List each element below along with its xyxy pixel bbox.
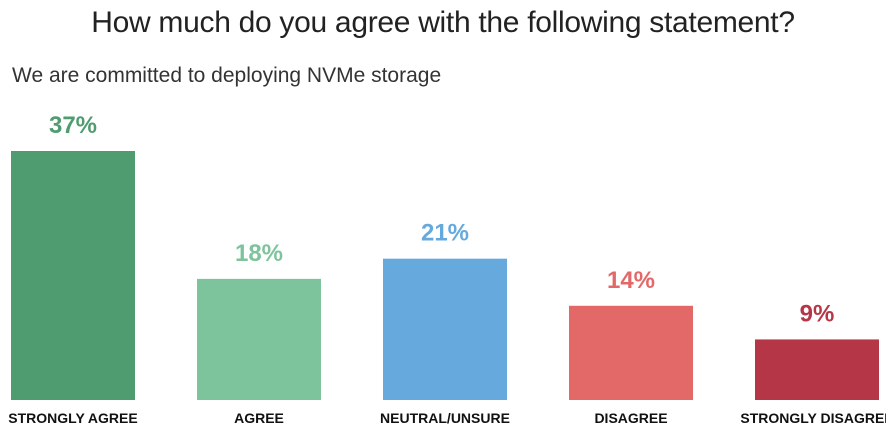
bar-strongly-agree — [11, 151, 135, 400]
bar-agree — [197, 278, 321, 400]
bar-disagree — [569, 305, 693, 400]
value-label-disagree: 14% — [607, 267, 655, 294]
category-label-agree: AGREE — [234, 410, 284, 426]
chart-title: How much do you agree with the following… — [91, 6, 795, 39]
category-label-strongly-disagree: STRONGLY DISAGREE — [740, 410, 886, 426]
chart-subtitle: We are committed to deploying NVMe stora… — [12, 64, 442, 87]
value-label-strongly-agree: 37% — [49, 112, 97, 139]
bar-strongly-disagree — [755, 339, 879, 400]
category-label-neutral-unsure: NEUTRAL/UNSURE — [380, 410, 510, 426]
value-label-agree: 18% — [235, 240, 283, 267]
value-label-neutral-unsure: 21% — [421, 220, 469, 247]
bar-neutral-unsure — [383, 258, 507, 400]
category-label-strongly-agree: STRONGLY AGREE — [8, 410, 137, 426]
category-label-disagree: DISAGREE — [594, 410, 667, 426]
value-label-strongly-disagree: 9% — [800, 300, 835, 327]
